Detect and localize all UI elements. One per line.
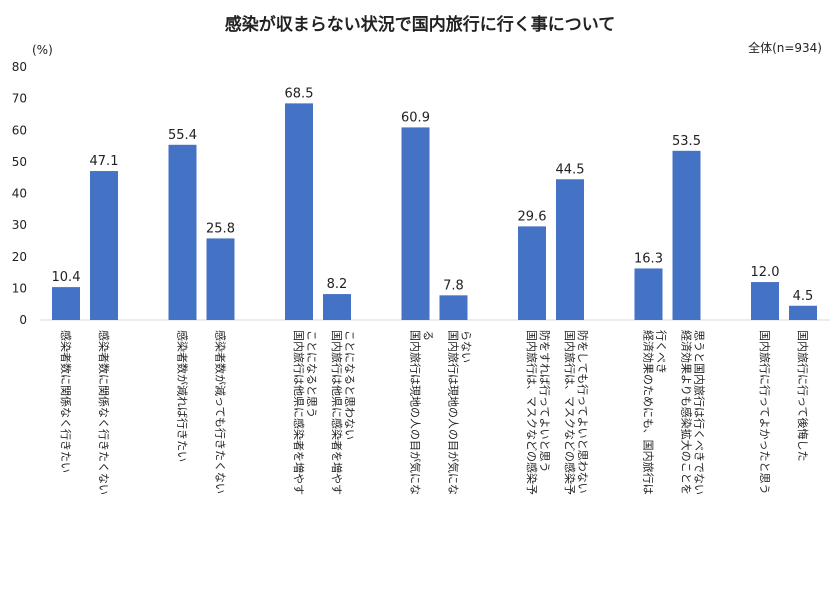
category-label: 経済効果よりも感染拡大のことを思うと国内旅行は行くべきでない [680, 330, 707, 495]
category-label: 国内旅行は他県に感染者を増やすことになると思わない [330, 330, 356, 495]
bar [206, 238, 235, 320]
bar [168, 144, 197, 320]
data-label: 4.5 [793, 289, 814, 304]
y-axis-unit: (%) [32, 43, 53, 57]
category-label: 国内旅行に行って後悔した [796, 330, 810, 461]
y-tick-label: 70 [12, 92, 27, 106]
data-label: 53.5 [672, 134, 701, 149]
data-label: 68.5 [285, 86, 314, 101]
bar [401, 127, 430, 320]
category-label: 感染者数が減れば行きたい [176, 330, 190, 462]
category-label: 国内旅行は現地の人の目が気になる [409, 330, 435, 495]
data-label: 10.4 [52, 270, 81, 285]
y-tick-label: 10 [12, 281, 27, 295]
sample-size-note: 全体(n=934) [748, 40, 822, 55]
bar [672, 150, 701, 320]
data-label: 25.8 [206, 221, 235, 236]
data-label: 55.4 [168, 128, 197, 143]
y-tick-label: 60 [12, 123, 27, 137]
y-axis-ticks: 0 10 20 30 40 50 60 70 80 [12, 60, 27, 327]
bar [751, 282, 779, 320]
category-label: 感染者数に関係なく行きたくない [97, 330, 111, 495]
data-labels: 10.4 47.1 55.4 25.8 68.5 8.2 60.9 7.8 29.6 44.5 16… [52, 86, 814, 303]
y-tick-label: 40 [12, 187, 27, 201]
category-label: 国内旅行は、マスクなどの感染予防をすれば行ってよいと思う [525, 330, 552, 495]
bar [518, 226, 546, 320]
data-label: 44.5 [556, 162, 585, 177]
category-label: 国内旅行は現地の人の目が気にならない [447, 330, 473, 495]
data-label: 47.1 [90, 154, 119, 169]
y-tick-label: 30 [12, 218, 27, 232]
bar [285, 103, 313, 321]
bar [556, 179, 584, 320]
y-tick-label: 50 [12, 155, 27, 169]
bar [90, 171, 118, 320]
bar [789, 305, 817, 320]
data-label: 16.3 [634, 251, 663, 266]
data-label: 8.2 [327, 277, 348, 292]
y-tick-label: 20 [12, 250, 27, 264]
bar [323, 294, 351, 320]
category-label: 経済効果のためにも、国内旅行は行くべき [642, 330, 668, 495]
data-label: 7.8 [443, 278, 464, 293]
bars [52, 103, 817, 321]
category-label: 感染者数が減っても行きたくない [214, 330, 228, 494]
category-label: 国内旅行に行ってよかったと思う [758, 330, 772, 494]
category-label: 国内旅行は他県に感染者を増やすことになると思う [292, 330, 318, 495]
category-labels: 感染者数に関係なく行きたい 感染者数に関係なく行きたくない 感染者数が減れば行きたい… [59, 330, 810, 495]
data-label: 60.9 [401, 110, 430, 125]
bar [634, 268, 663, 320]
bar [439, 295, 468, 320]
y-tick-label: 80 [12, 60, 27, 74]
y-tick-label: 0 [19, 313, 27, 327]
data-label: 12.0 [751, 265, 780, 280]
category-label: 感染者数に関係なく行きたい [59, 330, 73, 473]
chart-title: 感染が収まらない状況で国内旅行に行く事について [225, 14, 616, 35]
data-label: 29.6 [518, 209, 547, 224]
bar [52, 287, 80, 320]
category-label: 国内旅行は、マスクなどの感染予防をしても行ってよいと思わない [563, 330, 590, 495]
